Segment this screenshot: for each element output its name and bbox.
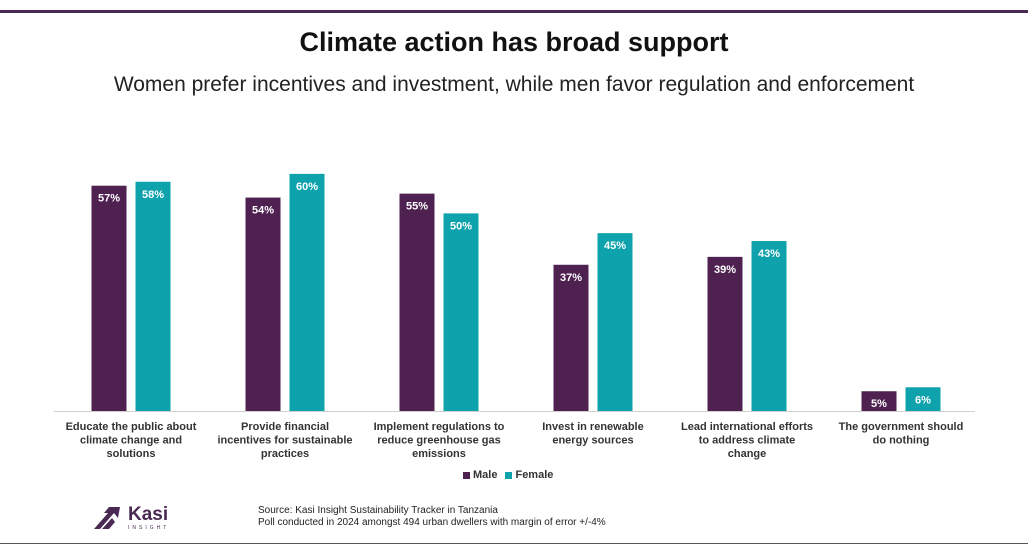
category-label-5-line-1: Lead international efforts xyxy=(681,421,813,433)
bar-male-2 xyxy=(245,197,281,411)
category-label-4-line-1: Invest in renewable xyxy=(542,421,643,433)
data-label-female-3: 50% xyxy=(450,220,472,232)
data-label-female-6: 6% xyxy=(915,394,931,406)
bar-chart: 57% 58% Educate the public about climate ch… xyxy=(54,173,975,460)
chart-subtitle: Women prefer incentives and investment, … xyxy=(113,73,915,96)
data-label-male-3: 55% xyxy=(406,201,428,213)
data-label-male-5: 39% xyxy=(714,264,736,276)
category-label-2-line-1: Provide financial xyxy=(241,421,329,433)
category-label-5-line-3: change xyxy=(728,448,767,460)
bar-male-5 xyxy=(707,256,743,411)
legend-swatch-female xyxy=(505,471,513,479)
bar-male-4 xyxy=(553,264,589,411)
category-label-2-line-2: incentives for sustainable xyxy=(217,435,352,447)
category-label-4-line-2: energy sources xyxy=(552,435,633,447)
legend-label-male: Male xyxy=(473,469,498,481)
category-label-3-line-2: reduce greenhouse gas xyxy=(377,435,501,447)
data-label-female-1: 58% xyxy=(142,189,164,201)
data-label-male-2: 54% xyxy=(252,205,274,217)
bar-female-6 xyxy=(905,387,941,411)
data-label-male-6: 5% xyxy=(871,398,887,410)
category-label-2-line-3: practices xyxy=(261,448,309,460)
data-label-female-5: 43% xyxy=(758,248,780,260)
source-note: Source: Kasi Insight Sustainability Trac… xyxy=(258,505,606,529)
bar-male-6 xyxy=(861,391,897,411)
legend-item-female: Female xyxy=(505,469,553,481)
category-label-1-line-2: climate change and xyxy=(80,435,182,447)
legend: Male Female xyxy=(463,469,553,481)
top-rule xyxy=(0,10,1028,13)
chart-title: Climate action has broad support xyxy=(299,27,729,57)
category-label-3-line-3: emissions xyxy=(412,448,466,460)
source-line-1: Source: Kasi Insight Sustainability Trac… xyxy=(258,505,498,516)
kasi-logo: Kasi INSIGHT xyxy=(92,505,169,531)
legend-item-male: Male xyxy=(463,469,497,481)
legend-swatch-male xyxy=(463,471,470,479)
data-label-female-2: 60% xyxy=(296,181,318,193)
category-label-3-line-1: Implement regulations to xyxy=(374,421,505,433)
kasi-logo-icon xyxy=(94,507,120,529)
bar-female-1 xyxy=(135,181,171,411)
bar-male-1 xyxy=(91,185,127,411)
category-label-6-line-1: The government should xyxy=(839,421,964,433)
logo-subtext: INSIGHT xyxy=(128,525,170,531)
data-label-male-1: 57% xyxy=(98,193,120,205)
category-label-1-line-1: Educate the public about xyxy=(66,421,197,433)
bar-male-3 xyxy=(399,193,435,411)
bar-female-5 xyxy=(751,241,787,411)
category-label-1-line-3: solutions xyxy=(107,448,156,460)
data-label-male-4: 37% xyxy=(560,272,582,284)
bottom-rule xyxy=(0,543,1028,544)
bar-female-3 xyxy=(443,213,479,411)
data-label-female-4: 45% xyxy=(604,240,626,252)
bar-female-2 xyxy=(289,173,325,411)
logo-name: Kasi xyxy=(128,504,169,525)
source-line-2: Poll conducted in 2024 amongst 494 urban… xyxy=(258,517,606,528)
legend-label-female: Female xyxy=(515,469,554,481)
category-label-5-line-2: to address climate xyxy=(699,435,796,447)
bar-female-4 xyxy=(597,233,633,411)
category-label-6-line-2: do nothing xyxy=(873,435,930,447)
